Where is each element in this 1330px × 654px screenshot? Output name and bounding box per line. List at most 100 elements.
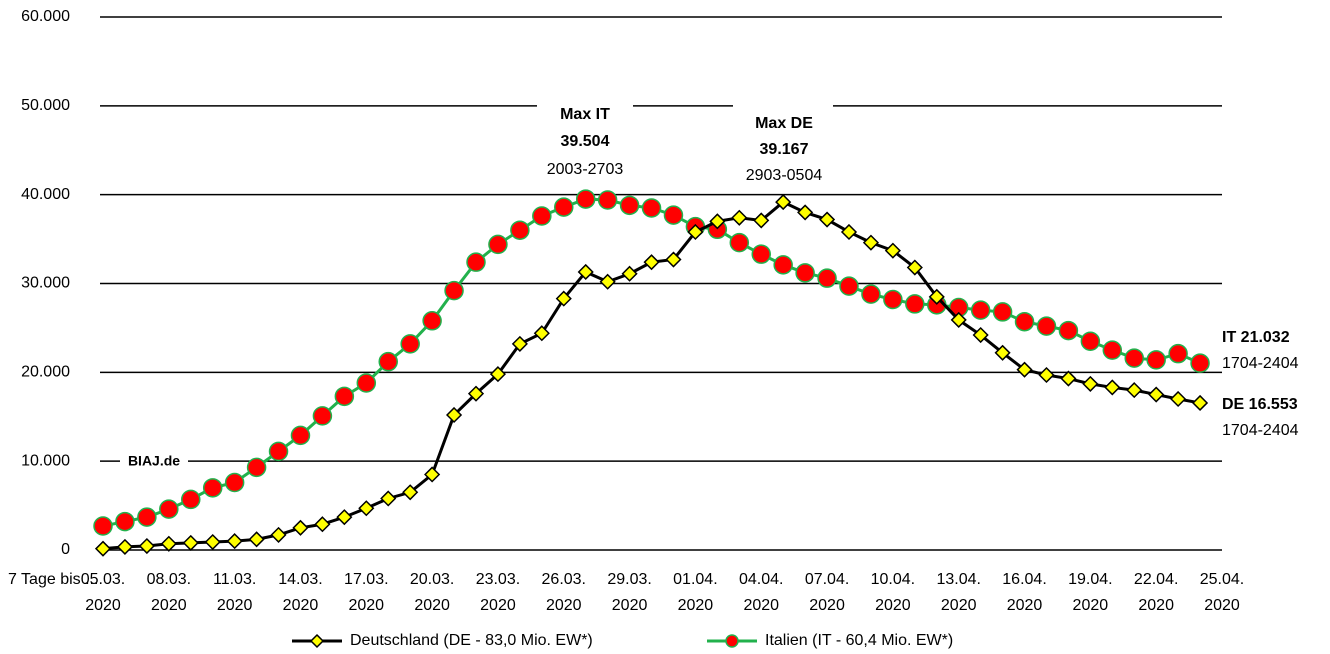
- marker: [400, 334, 420, 354]
- x-tick-label: 13.04. 2020: [936, 571, 980, 614]
- marker: [356, 373, 377, 393]
- marker: [137, 507, 157, 527]
- marker: [840, 223, 858, 241]
- marker: [246, 457, 267, 478]
- marker: [1190, 353, 1210, 373]
- marker: [1016, 361, 1033, 378]
- x-tick-label: 26.03. 2020: [542, 571, 586, 614]
- marker: [906, 259, 923, 276]
- legend-marker: [309, 633, 325, 649]
- annotation: 2003-2703: [547, 161, 624, 178]
- marker: [751, 244, 771, 264]
- marker: [905, 294, 925, 314]
- annotation: Max DE: [755, 115, 813, 132]
- marker: [1170, 390, 1187, 408]
- marker: [224, 472, 245, 493]
- marker: [709, 213, 726, 230]
- marker: [116, 538, 134, 555]
- annotation: 1704-2404: [1222, 422, 1299, 439]
- x-tick-label: 25.04. 2020: [1200, 571, 1244, 614]
- marker: [1168, 343, 1188, 364]
- x-tick-label: 14.03. 2020: [278, 571, 322, 614]
- marker: [883, 289, 903, 310]
- annotation-bg: [733, 96, 833, 190]
- y-tick-label: 60.000: [21, 8, 70, 25]
- marker: [445, 406, 463, 424]
- marker: [268, 441, 289, 462]
- marker: [511, 335, 528, 352]
- marker: [1014, 311, 1035, 332]
- x-tick-label: 11.03. 2020: [213, 571, 256, 614]
- marker: [532, 206, 552, 226]
- marker: [204, 533, 221, 551]
- x-tick-label: 05.03. 2020: [81, 571, 125, 614]
- series-line: [102, 200, 1201, 551]
- annotation: BIAJ.de: [128, 453, 180, 469]
- marker: [972, 326, 989, 344]
- marker: [510, 220, 530, 240]
- marker: [1038, 366, 1055, 384]
- marker: [402, 484, 419, 501]
- marker: [619, 195, 640, 216]
- marker: [138, 537, 155, 555]
- x-tick-label: 23.03. 2020: [476, 571, 520, 614]
- marker: [270, 526, 287, 543]
- marker: [334, 386, 355, 407]
- marker: [773, 255, 793, 275]
- marker: [970, 300, 991, 320]
- annotation-bg: [537, 96, 633, 186]
- x-tick-label: 01.04. 2020: [673, 571, 717, 614]
- marker: [1126, 382, 1143, 399]
- marker: [1036, 316, 1057, 336]
- marker: [533, 325, 550, 342]
- y-tick-label: 20.000: [21, 364, 70, 381]
- marker: [160, 535, 177, 552]
- y-tick-label: 50.000: [21, 97, 70, 114]
- y-tick-label: 10.000: [21, 452, 70, 469]
- marker: [444, 280, 464, 301]
- annotation: 1704-2404: [1222, 355, 1299, 372]
- marker: [1104, 379, 1121, 396]
- x-axis-label: 7 Tage bis ...: [8, 571, 98, 588]
- marker: [577, 263, 594, 281]
- marker: [1082, 375, 1099, 392]
- marker: [839, 276, 859, 296]
- x-tick-label: 08.03. 2020: [147, 571, 191, 614]
- marker: [1102, 340, 1123, 360]
- marker: [1060, 370, 1077, 387]
- x-tick-label: 16.04. 2020: [1002, 571, 1046, 614]
- marker: [992, 302, 1013, 322]
- annotation: 39.167: [760, 141, 809, 158]
- marker: [424, 466, 441, 483]
- marker: [797, 204, 814, 221]
- marker: [575, 189, 596, 209]
- marker: [795, 263, 815, 283]
- marker: [1146, 350, 1166, 370]
- marker: [312, 406, 333, 426]
- marker: [202, 478, 223, 498]
- marker: [115, 511, 135, 532]
- y-tick-label: 40.000: [21, 186, 70, 203]
- x-tick-label: 22.04. 2020: [1134, 571, 1178, 614]
- marker: [182, 534, 199, 551]
- x-tick-label: 20.03. 2020: [410, 571, 454, 614]
- marker: [466, 252, 486, 272]
- marker: [817, 268, 837, 288]
- marker: [181, 489, 201, 510]
- marker: [467, 385, 485, 402]
- marker: [818, 211, 836, 228]
- marker: [663, 205, 684, 225]
- x-tick-label: 04.04. 2020: [739, 571, 783, 614]
- marker: [599, 273, 616, 290]
- marker: [488, 234, 508, 255]
- marker: [292, 519, 309, 536]
- marker: [1148, 386, 1165, 403]
- marker: [731, 209, 748, 226]
- marker: [489, 366, 507, 383]
- marker: [248, 531, 265, 548]
- x-tick-label: 19.04. 2020: [1068, 571, 1112, 614]
- annotation: IT 21.032: [1222, 329, 1290, 346]
- marker: [775, 194, 792, 211]
- marker: [884, 242, 901, 259]
- marker: [94, 540, 112, 557]
